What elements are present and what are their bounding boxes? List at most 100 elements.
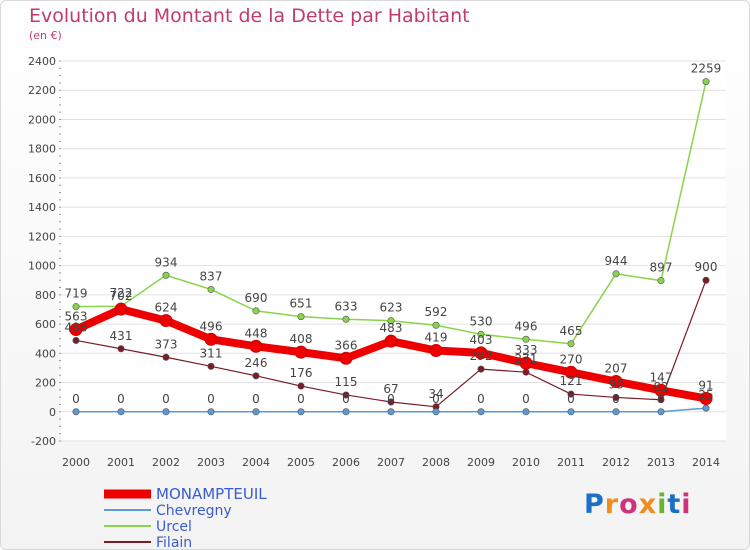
data-label: 496 xyxy=(515,319,538,333)
data-point xyxy=(432,408,440,416)
data-point xyxy=(612,408,620,416)
data-label: 147 xyxy=(650,370,673,384)
y-tick-label: 200 xyxy=(35,377,56,390)
logo-letter: x xyxy=(638,489,658,520)
y-tick-label: 1400 xyxy=(28,201,56,214)
data-label: 719 xyxy=(65,287,88,301)
logo-letter: o xyxy=(619,489,639,520)
data-point xyxy=(72,303,80,311)
data-label: 176 xyxy=(290,366,313,380)
data-point xyxy=(477,365,485,373)
data-label: 900 xyxy=(695,260,718,274)
data-label: 690 xyxy=(245,291,268,305)
chart-subtitle: (en €) xyxy=(29,29,62,42)
data-point xyxy=(384,334,398,348)
data-label: 483 xyxy=(380,321,403,335)
data-point xyxy=(387,408,395,416)
legend-label: Urcel xyxy=(156,519,192,535)
data-label: 2259 xyxy=(691,62,722,76)
data-label: 34 xyxy=(428,387,443,401)
data-point xyxy=(204,332,218,346)
data-label: 0 xyxy=(297,392,305,406)
x-tick-label: 2003 xyxy=(197,456,225,469)
y-tick-label: 1000 xyxy=(28,260,56,273)
x-tick-label: 2010 xyxy=(512,456,540,469)
data-point xyxy=(567,390,575,398)
data-label: 0 xyxy=(162,392,170,406)
y-tick-label: 2200 xyxy=(28,84,56,97)
x-tick-label: 2000 xyxy=(62,456,90,469)
data-point xyxy=(114,302,128,316)
x-tick-label: 2006 xyxy=(332,456,360,469)
x-tick-label: 2009 xyxy=(467,456,495,469)
data-point xyxy=(612,270,620,278)
logo-letter: P xyxy=(584,489,605,520)
y-tick-label: 800 xyxy=(35,289,56,302)
data-label: 837 xyxy=(200,269,223,283)
x-tick-label: 2008 xyxy=(422,456,450,469)
data-point xyxy=(429,344,443,358)
data-point xyxy=(432,321,440,329)
data-point xyxy=(522,368,530,376)
data-label: 25 xyxy=(698,388,713,402)
data-point xyxy=(252,372,260,380)
data-point xyxy=(297,408,305,416)
data-label: 0 xyxy=(252,392,260,406)
legend-label: Chevregny xyxy=(156,503,232,519)
data-label: 944 xyxy=(605,254,628,268)
data-label: 592 xyxy=(425,305,448,319)
data-point xyxy=(117,408,125,416)
data-point xyxy=(162,271,170,279)
data-label: 651 xyxy=(290,297,313,311)
y-tick-label: 1600 xyxy=(28,172,56,185)
data-point xyxy=(702,276,710,284)
data-label: 271 xyxy=(515,352,538,366)
data-label: 0 xyxy=(477,392,485,406)
data-point xyxy=(564,365,578,379)
data-point xyxy=(294,345,308,359)
data-point xyxy=(519,356,533,370)
data-label: 623 xyxy=(380,301,403,315)
data-point xyxy=(162,408,170,416)
data-label: 0 xyxy=(432,392,440,406)
data-point xyxy=(609,375,623,389)
y-tick-label: 1800 xyxy=(28,143,56,156)
data-label: 530 xyxy=(470,314,493,328)
data-label: 496 xyxy=(200,319,223,333)
data-label: 0 xyxy=(207,392,215,406)
data-point xyxy=(297,382,305,390)
x-tick-label: 2007 xyxy=(377,456,405,469)
data-label: 0 xyxy=(342,392,350,406)
data-label: 624 xyxy=(155,301,178,315)
data-point xyxy=(702,404,710,412)
data-label: 408 xyxy=(290,332,313,346)
data-label: 431 xyxy=(110,329,133,343)
x-tick-label: 2002 xyxy=(152,456,180,469)
data-point xyxy=(117,345,125,353)
data-label: 0 xyxy=(72,392,80,406)
data-label: 403 xyxy=(470,333,493,347)
data-label: 67 xyxy=(383,382,398,396)
data-point xyxy=(702,78,710,86)
data-label: 0 xyxy=(387,392,395,406)
data-label: 488 xyxy=(65,320,88,334)
data-point xyxy=(342,391,350,399)
y-tick-label: -200 xyxy=(31,435,56,448)
data-point xyxy=(654,383,668,397)
data-point xyxy=(612,393,620,401)
data-point xyxy=(474,346,488,360)
y-tick-label: 1200 xyxy=(28,230,56,243)
data-point xyxy=(339,351,353,365)
y-tick-label: 2000 xyxy=(28,113,56,126)
data-point xyxy=(297,313,305,321)
data-label: 419 xyxy=(425,331,448,345)
data-label: 121 xyxy=(560,374,583,388)
logo-letter: i xyxy=(657,489,668,520)
data-label: 373 xyxy=(155,337,178,351)
data-label: 333 xyxy=(515,343,538,357)
data-label: 292 xyxy=(470,349,493,363)
data-point xyxy=(699,391,713,405)
series-lines xyxy=(69,78,713,416)
